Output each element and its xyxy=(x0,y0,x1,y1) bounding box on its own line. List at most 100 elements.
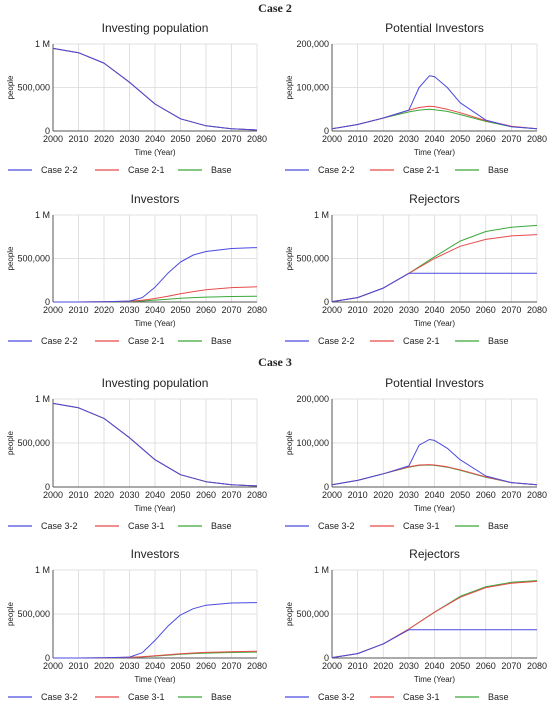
x-tick-label: 2010 xyxy=(348,661,368,671)
y-axis-label: people xyxy=(6,601,15,626)
legend-label: Base xyxy=(211,521,232,531)
chart-8: Rejectors 2000 2010 2020 2030 2040 2050 2060 207… xyxy=(285,547,547,684)
x-tick-label: 2070 xyxy=(501,305,521,315)
legend-label: Case 3-2 xyxy=(41,521,78,531)
x-tick-label: 2020 xyxy=(373,305,393,315)
y-tick-label: 500,000 xyxy=(17,438,50,448)
series-line-1 xyxy=(52,402,258,487)
x-tick-label: 2080 xyxy=(247,305,267,315)
x-tick-label: 2080 xyxy=(527,490,547,500)
y-tick-label: 0 xyxy=(324,126,329,136)
legend-label: Case 3-2 xyxy=(318,521,355,531)
x-tick-label: 2020 xyxy=(94,305,114,315)
y-tick-label: 0 xyxy=(45,482,50,492)
case-3-title: Case 3 xyxy=(258,355,292,369)
series-line-1 xyxy=(331,75,538,130)
x-tick-label: 2080 xyxy=(527,134,547,144)
chart-7: Investors 2000 2010 2020 2030 2040 2050 2060 207… xyxy=(6,547,509,702)
series-line-1 xyxy=(331,272,537,303)
chart-title: Rejectors xyxy=(409,192,460,206)
y-tick-label: 1 M xyxy=(35,39,50,49)
legend-label: Base xyxy=(211,336,232,346)
x-tick-label: 2070 xyxy=(221,305,241,315)
x-tick-label: 2020 xyxy=(373,134,393,144)
x-tick-label: 2040 xyxy=(424,134,444,144)
series-line-1 xyxy=(331,439,538,486)
legend-label: Case 3-1 xyxy=(403,692,440,702)
x-tick-label: 2050 xyxy=(170,134,190,144)
x-tick-label: 2010 xyxy=(348,490,368,500)
x-tick-label: 2020 xyxy=(373,490,393,500)
legend-label: Case 2-2 xyxy=(318,336,355,346)
y-tick-label: 1 M xyxy=(314,565,329,575)
series-line-1 xyxy=(53,602,258,659)
x-tick-label: 2000 xyxy=(43,134,63,144)
y-tick-label: 0 xyxy=(324,297,329,307)
chart-title: Potential Investors xyxy=(385,376,484,390)
x-tick-label: 2020 xyxy=(94,490,114,500)
legend-label: Base xyxy=(488,336,509,346)
y-tick-label: 100,000 xyxy=(296,438,329,448)
x-tick-label: 2040 xyxy=(424,490,444,500)
x-tick-label: 2060 xyxy=(476,134,496,144)
legend-label: Case 3-1 xyxy=(128,521,165,531)
x-tick-label: 2050 xyxy=(450,661,470,671)
y-axis-label: people xyxy=(6,246,15,271)
legend-label: Case 2-1 xyxy=(128,165,165,175)
x-tick-label: 2080 xyxy=(247,490,267,500)
y-axis-label: people xyxy=(285,430,294,455)
x-tick-label: 2020 xyxy=(94,661,114,671)
x-tick-label: 2010 xyxy=(348,305,368,315)
y-tick-label: 100,000 xyxy=(296,83,329,93)
legend-label: Case 2-1 xyxy=(403,165,440,175)
x-axis-label: Time (Year) xyxy=(414,319,456,328)
x-tick-label: 2070 xyxy=(221,490,241,500)
y-axis-label: people xyxy=(285,601,294,626)
x-tick-label: 2060 xyxy=(476,490,496,500)
chart-title: Rejectors xyxy=(409,547,460,561)
x-tick-label: 2070 xyxy=(221,134,241,144)
x-axis-label: Time (Year) xyxy=(134,675,176,684)
x-tick-label: 2010 xyxy=(68,661,88,671)
x-tick-label: 2070 xyxy=(501,134,521,144)
y-tick-label: 200,000 xyxy=(296,39,329,49)
x-axis-label: Time (Year) xyxy=(414,504,456,513)
x-tick-label: 2010 xyxy=(348,134,368,144)
legend-label: Case 3-1 xyxy=(403,521,440,531)
series-line-1 xyxy=(53,247,258,303)
x-tick-label: 2020 xyxy=(94,134,114,144)
chart-title: Investors xyxy=(131,547,180,561)
chart-title: Investing population xyxy=(102,21,209,35)
x-tick-label: 2070 xyxy=(501,490,521,500)
x-tick-label: 2050 xyxy=(450,305,470,315)
y-axis-label: people xyxy=(285,75,294,100)
x-tick-label: 2030 xyxy=(399,134,419,144)
x-tick-label: 2030 xyxy=(119,305,139,315)
x-tick-label: 2070 xyxy=(221,661,241,671)
x-tick-label: 2060 xyxy=(476,661,496,671)
x-tick-label: 2040 xyxy=(145,661,165,671)
legend-label: Case 2-1 xyxy=(403,336,440,346)
x-tick-label: 2050 xyxy=(170,305,190,315)
x-tick-label: 2070 xyxy=(501,661,521,671)
legend-label: Case 2-2 xyxy=(41,336,78,346)
chart-5: Investing population 2000 2010 2020 2030 2040… xyxy=(6,376,509,531)
x-axis-label: Time (Year) xyxy=(414,148,456,157)
series-line-1 xyxy=(52,47,258,131)
legend-label: Base xyxy=(488,165,509,175)
x-tick-label: 2060 xyxy=(196,134,216,144)
x-tick-label: 2060 xyxy=(196,661,216,671)
legend-label: Case 2-2 xyxy=(318,165,355,175)
x-tick-label: 2080 xyxy=(247,134,267,144)
y-tick-label: 1 M xyxy=(35,210,50,220)
y-axis-label: people xyxy=(285,246,294,271)
x-tick-label: 2050 xyxy=(450,134,470,144)
x-tick-label: 2040 xyxy=(424,305,444,315)
x-axis-label: Time (Year) xyxy=(134,504,176,513)
x-tick-label: 2040 xyxy=(145,490,165,500)
y-tick-label: 0 xyxy=(324,482,329,492)
x-tick-label: 2000 xyxy=(43,490,63,500)
y-tick-label: 500,000 xyxy=(296,609,329,619)
x-tick-label: 2000 xyxy=(322,490,342,500)
